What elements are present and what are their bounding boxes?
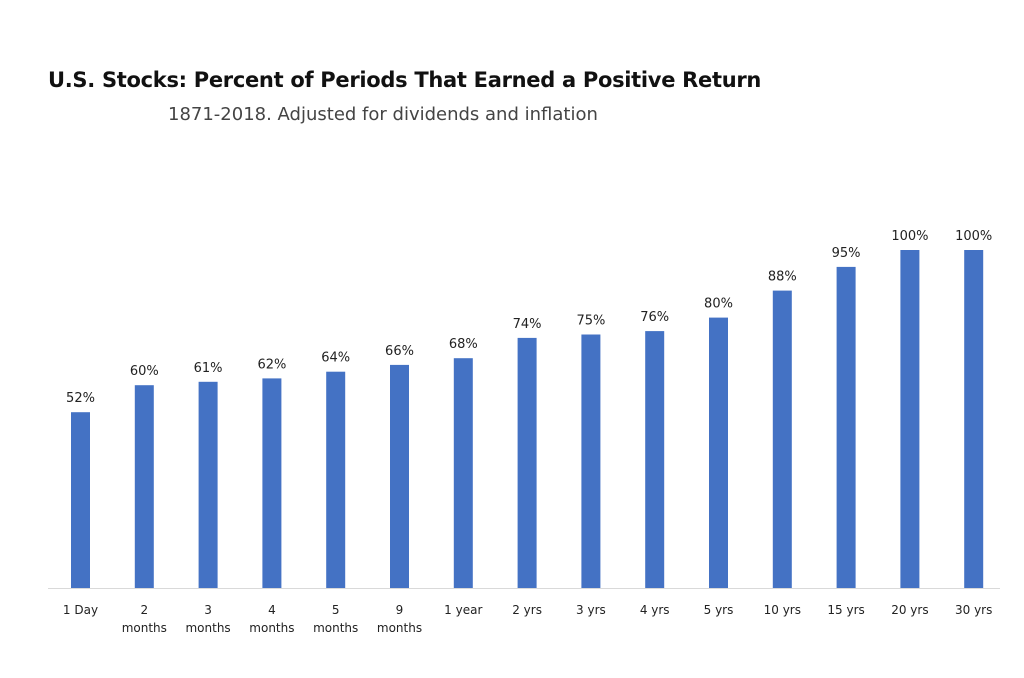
- x-tick-label: 1 year: [444, 603, 482, 617]
- x-tick-label: 10 yrs: [764, 603, 801, 617]
- data-label: 60%: [130, 364, 159, 379]
- bar: [709, 317, 728, 588]
- bar: [390, 364, 409, 588]
- x-tick-label: 3 months: [185, 603, 230, 635]
- data-label: 74%: [513, 317, 542, 332]
- data-label: 100%: [891, 229, 928, 244]
- data-label: 64%: [321, 351, 350, 366]
- data-label: 95%: [832, 246, 861, 261]
- bar: [453, 358, 473, 588]
- x-tick-label: 2 months: [122, 603, 167, 635]
- bar: [645, 331, 665, 588]
- x-tick-label: 4 months: [249, 603, 294, 635]
- bars: [71, 250, 984, 588]
- data-label: 68%: [449, 337, 478, 352]
- bar: [134, 385, 154, 588]
- x-tick-label: 1 Day: [63, 603, 98, 617]
- x-tick-label: 2 yrs: [512, 603, 542, 617]
- bar: [198, 381, 218, 588]
- bar: [964, 250, 984, 588]
- data-label: 76%: [640, 310, 669, 325]
- bar: [326, 371, 346, 588]
- x-tick-label: 5 months: [313, 603, 358, 635]
- data-label: 52%: [66, 391, 95, 406]
- x-tick-label: 30 yrs: [955, 603, 992, 617]
- data-label: 100%: [955, 229, 992, 244]
- bar: [517, 337, 537, 588]
- x-tick-label: 3 yrs: [576, 603, 606, 617]
- data-label: 66%: [385, 344, 414, 359]
- bar: [900, 250, 920, 588]
- x-tick-label: 4 yrs: [640, 603, 670, 617]
- bar: [772, 290, 792, 588]
- data-label: 88%: [768, 270, 797, 285]
- bar: [262, 378, 282, 588]
- x-tick-label: 9 months: [377, 603, 422, 635]
- x-tick-label: 20 yrs: [891, 603, 928, 617]
- bar: [71, 412, 90, 588]
- data-label: 61%: [194, 361, 223, 376]
- bar: [836, 266, 856, 588]
- chart-subtitle: 1871-2018. Adjusted for dividends and in…: [168, 104, 598, 125]
- data-label: 75%: [576, 314, 605, 329]
- data-label: 62%: [257, 357, 286, 372]
- data-label: 80%: [704, 297, 733, 312]
- chart-title: U.S. Stocks: Percent of Periods That Ear…: [48, 68, 762, 92]
- data-labels: 52% 60% 61% 62% 64% 66% 68% 74% 75% 76% 80% 88% 95% 1…: [66, 229, 992, 406]
- x-tick-label: 5 yrs: [704, 603, 734, 617]
- x-axis-ticks: 1 Day 2 months 3 months 4 months 5 months 9 months…: [63, 603, 992, 635]
- bar: [581, 334, 601, 588]
- x-tick-label: 15 yrs: [827, 603, 864, 617]
